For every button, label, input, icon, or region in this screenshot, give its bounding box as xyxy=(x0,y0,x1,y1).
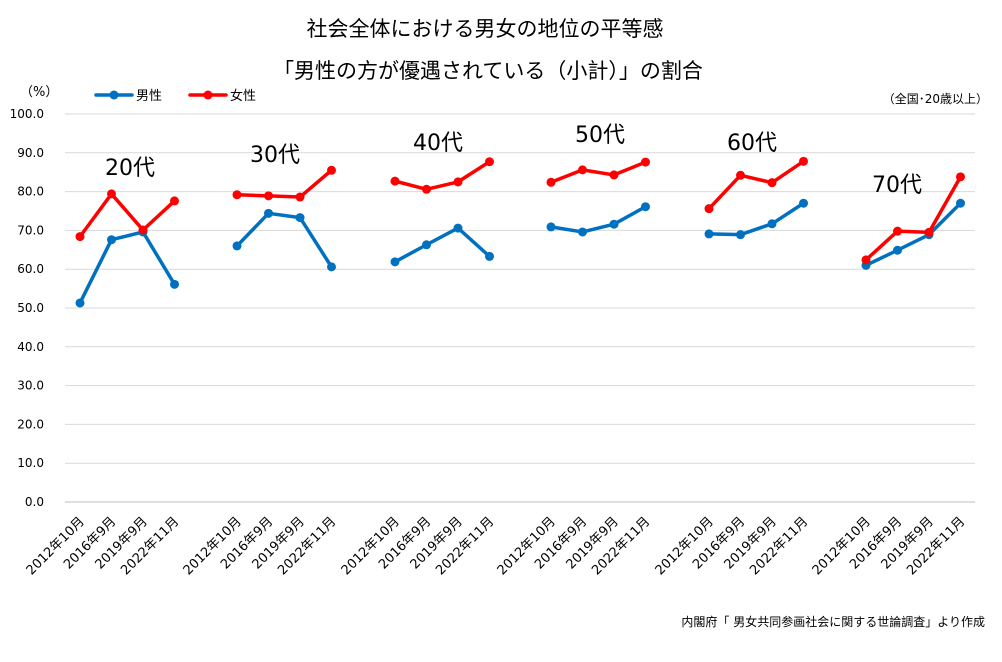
source-note: 内閣府「 男女共同参画社会に関する世論調査」より作成 xyxy=(681,614,985,629)
y-tick-label: 50.0 xyxy=(17,301,44,315)
y-tick-label: 10.0 xyxy=(17,456,44,470)
group-label: 40代 xyxy=(413,131,463,156)
age-group xyxy=(390,157,494,267)
data-point xyxy=(264,208,273,218)
text-layer: 社会全体における男女の地位の平等感 「男性の方が優遇されている（小計）」の割合 … xyxy=(10,17,988,629)
data-point xyxy=(546,222,556,232)
series-line xyxy=(707,159,806,211)
data-point xyxy=(546,177,556,187)
data-point xyxy=(861,255,871,265)
data-point xyxy=(956,172,965,182)
legend-label: 女性 xyxy=(230,88,256,104)
data-point xyxy=(767,178,777,188)
age-group xyxy=(75,189,179,308)
data-point xyxy=(609,170,619,180)
data-point xyxy=(485,157,494,167)
legend-marker xyxy=(203,90,213,100)
series-layer xyxy=(75,156,965,308)
y-tick-label: 100.0 xyxy=(10,107,44,121)
y-tick-label: 60.0 xyxy=(17,262,44,276)
y-unit-label: （%） xyxy=(20,85,58,100)
chart-title-line2: 「男性の方が優遇されている（小計）」の割合 xyxy=(273,59,703,83)
data-point xyxy=(107,235,116,245)
y-tick-label: 40.0 xyxy=(17,340,44,354)
group-label: 70代 xyxy=(872,173,922,198)
series-line xyxy=(235,168,334,199)
legend: 男性 女性 xyxy=(94,88,256,104)
data-point xyxy=(422,240,431,250)
data-point xyxy=(327,165,336,175)
series-line xyxy=(393,226,492,264)
y-tick-label: 80.0 xyxy=(17,185,44,199)
y-tick-label: 70.0 xyxy=(17,223,44,237)
age-group xyxy=(232,165,336,272)
group-label: 30代 xyxy=(250,143,300,168)
series-line xyxy=(707,201,806,237)
data-point xyxy=(767,219,777,229)
y-tick-label: 20.0 xyxy=(17,417,44,431)
data-point xyxy=(641,157,650,167)
age-group xyxy=(546,157,650,237)
group-label: 20代 xyxy=(105,156,155,181)
data-point xyxy=(232,241,242,251)
data-point xyxy=(170,279,179,289)
legend-marker xyxy=(109,90,119,100)
data-point xyxy=(609,219,619,229)
scope-note: （全国･20歳以上） xyxy=(883,91,988,106)
data-point xyxy=(138,225,148,235)
data-point xyxy=(295,213,305,223)
data-point xyxy=(107,189,116,199)
data-point xyxy=(736,170,745,180)
series-line xyxy=(864,175,963,262)
data-point xyxy=(422,184,431,194)
age-group xyxy=(704,156,808,240)
chart-title-line1: 社会全体における男女の地位の平等感 xyxy=(307,17,664,41)
grid-layer xyxy=(65,113,975,503)
data-point xyxy=(799,198,808,208)
data-point xyxy=(578,227,587,237)
data-point xyxy=(170,196,179,206)
data-point xyxy=(641,202,650,212)
y-tick-label: 0.0 xyxy=(25,495,44,509)
data-point xyxy=(485,251,494,261)
data-point xyxy=(75,232,85,242)
data-point xyxy=(453,177,463,187)
data-point xyxy=(327,262,336,272)
series-line xyxy=(78,192,177,239)
group-label: 50代 xyxy=(575,123,625,148)
y-tick-label: 30.0 xyxy=(17,379,44,393)
data-point xyxy=(390,257,400,267)
data-point xyxy=(295,192,305,202)
series-line xyxy=(549,204,648,234)
data-point xyxy=(893,245,902,255)
age-group xyxy=(861,172,965,270)
data-point xyxy=(924,227,934,237)
data-point xyxy=(799,156,808,166)
data-point xyxy=(578,165,587,175)
series-line xyxy=(393,159,492,192)
group-label: 60代 xyxy=(727,131,777,156)
data-point xyxy=(390,176,400,186)
data-point xyxy=(75,298,85,308)
data-point xyxy=(893,226,902,236)
data-point xyxy=(736,230,745,240)
legend-label: 男性 xyxy=(136,89,162,104)
data-point xyxy=(956,198,965,208)
data-point xyxy=(453,223,463,233)
series-line xyxy=(78,230,177,305)
series-line xyxy=(864,201,963,268)
series-line xyxy=(235,211,334,269)
data-point xyxy=(704,204,714,214)
data-point xyxy=(232,190,242,200)
data-point xyxy=(264,191,273,201)
y-tick-label: 90.0 xyxy=(17,146,44,160)
data-point xyxy=(704,229,714,239)
series-line xyxy=(549,160,648,185)
